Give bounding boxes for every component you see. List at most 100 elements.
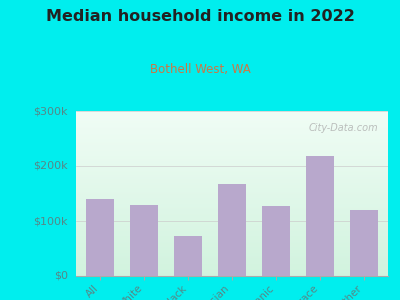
Bar [76,146,388,147]
Bar [76,271,388,272]
Bar [76,260,388,261]
Bar [76,149,388,150]
Bar [76,113,388,114]
Bar [76,205,388,206]
Bar [76,139,388,140]
Bar [76,266,388,267]
Bar [76,267,388,268]
Bar [76,143,388,144]
Bar [76,234,388,235]
Bar [76,219,388,220]
Bar [76,161,388,162]
Bar [76,137,388,138]
Bar [76,179,388,180]
Bar [76,165,388,166]
Bar [76,121,388,122]
Bar [76,185,388,186]
Bar [76,200,388,201]
Bar [76,273,388,274]
Bar [76,187,388,188]
Bar [76,182,388,183]
Bar [76,261,388,262]
Bar [76,117,388,118]
Bar [76,125,388,126]
Bar [76,195,388,196]
Bar [76,227,388,228]
Bar [76,132,388,133]
Bar [76,118,388,119]
Bar [76,194,388,195]
Bar [76,147,388,148]
Bar [76,193,388,194]
Bar [76,230,388,231]
Bar [76,198,388,199]
Bar [76,211,388,212]
Bar [76,154,388,155]
Bar [76,129,388,130]
Bar [350,210,378,276]
Bar [76,251,388,252]
Bar [76,206,388,207]
Bar [76,183,388,184]
Text: Bothell West, WA: Bothell West, WA [150,63,250,76]
Bar [76,212,388,213]
Bar [76,157,388,158]
Bar [174,236,202,276]
Bar [76,151,388,152]
Bar [76,131,388,132]
Bar [76,246,388,247]
Bar [76,207,388,208]
Bar [76,239,388,240]
Bar [76,214,388,215]
Bar [76,201,388,202]
Bar [76,209,388,210]
Bar [76,257,388,258]
Bar [76,162,388,163]
Bar [76,116,388,117]
Bar [76,175,388,176]
Bar [76,228,388,229]
Bar [76,173,388,174]
Bar [76,223,388,224]
Bar [76,128,388,129]
Bar [76,171,388,172]
Bar [76,141,388,142]
Bar [76,217,388,218]
Bar [76,150,388,151]
Bar [76,114,388,115]
Text: $200k: $200k [33,161,68,171]
Bar [76,199,388,200]
Bar [76,202,388,203]
Bar [76,145,388,146]
Bar [76,229,388,230]
Bar [76,204,388,205]
Bar [76,235,388,236]
Bar [76,216,388,217]
Bar [76,160,388,161]
Bar [76,126,388,127]
Bar [76,224,388,225]
Bar [76,172,388,173]
Bar [76,156,388,157]
Bar [76,169,388,170]
Bar [76,115,388,116]
Bar [76,144,388,145]
Bar [76,174,388,175]
Bar [76,140,388,141]
Bar [76,259,388,260]
Bar [76,124,388,125]
Bar [76,262,388,263]
Bar [76,192,388,193]
Text: $0: $0 [54,271,68,281]
Bar [76,241,388,242]
Bar [76,181,388,182]
Bar [76,203,388,204]
Bar [76,210,388,211]
Bar [76,243,388,244]
Bar [76,176,388,177]
Bar [76,168,388,169]
Bar [76,269,388,270]
Bar [76,240,388,241]
Bar [76,153,388,154]
Bar [86,199,114,276]
